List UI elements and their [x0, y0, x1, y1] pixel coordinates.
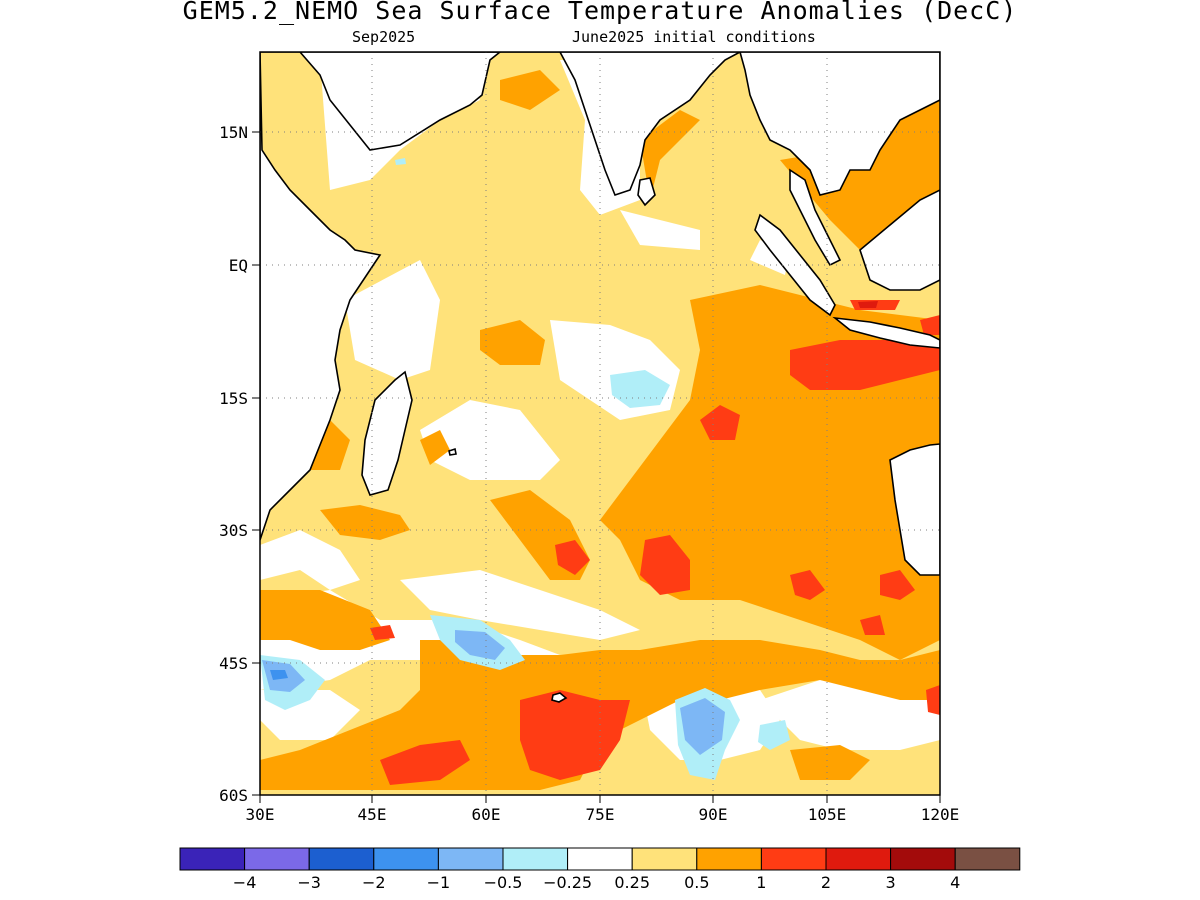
colorbar-label: 0.25	[614, 873, 650, 892]
lon-label: 90E	[699, 805, 728, 824]
australia-land	[889, 443, 940, 576]
subtitle-valid-month: Sep2025	[352, 28, 416, 46]
colorbar-label: 0.5	[684, 873, 709, 892]
colorbar-label: −0.25	[543, 873, 592, 892]
madagascar-land	[361, 370, 413, 496]
colorbar-swatch	[373, 847, 439, 871]
lon-label: 60E	[472, 805, 501, 824]
lat-label: 45S	[219, 654, 248, 673]
lon-label: 75E	[586, 805, 615, 824]
colorbar-label: −4	[233, 873, 257, 892]
lon-label: 105E	[808, 805, 847, 824]
land-masses	[260, 52, 940, 703]
colorbar-swatch	[567, 847, 633, 871]
colorbar-label: 4	[950, 873, 960, 892]
colorbar-label: −1	[427, 873, 451, 892]
lat-labels: 15N EQ 15S 30S 45S 60S	[219, 123, 248, 805]
colorbar-swatch	[308, 847, 375, 871]
lon-label: 30E	[246, 805, 275, 824]
colorbar-label: 2	[821, 873, 831, 892]
anomaly-positive-2	[858, 301, 878, 308]
colorbar-swatch	[825, 847, 892, 871]
kerguelen-island	[551, 692, 568, 703]
malay-peninsula-land	[789, 168, 842, 267]
colorbar-swatch	[437, 847, 504, 871]
lon-label: 120E	[921, 805, 960, 824]
lon-label: 45E	[358, 805, 387, 824]
lat-label: 15N	[219, 123, 248, 142]
colorbar-swatch	[760, 847, 827, 871]
colorbar-swatch	[179, 847, 246, 871]
lat-label: EQ	[229, 256, 248, 275]
colorbar-swatch	[890, 847, 956, 871]
colorbar-swatch	[631, 847, 698, 871]
anomaly-field	[260, 52, 940, 795]
mauritius-island	[448, 447, 457, 456]
lat-label: 60S	[219, 786, 248, 805]
tick-marks	[252, 131, 941, 803]
colorbar-swatch	[244, 847, 310, 871]
colorbar-label: −0.5	[484, 873, 523, 892]
lon-labels: 30E 45E 60E 75E 90E 105E 120E	[246, 805, 960, 824]
southeast-asia-land	[739, 52, 940, 196]
colorbar: −4 −3 −2 −1 −0.5 −0.25 0.25 0.5 1 2 3 4	[179, 847, 1021, 892]
map-title: GEM5.2_NEMO Sea Surface Temperature Anom…	[182, 0, 1018, 25]
anomaly-negative	[260, 158, 790, 780]
java-land	[832, 316, 940, 349]
colorbar-swatch	[954, 847, 1021, 871]
colorbar-swatch	[502, 847, 569, 871]
arabia-india-land	[470, 52, 741, 196]
subtitle-initial-conditions: June2025 initial conditions	[572, 28, 816, 46]
africa-arabia-land	[260, 52, 502, 541]
colorbar-swatch	[696, 847, 762, 871]
colorbar-label: 3	[886, 873, 896, 892]
lat-label: 30S	[219, 521, 248, 540]
colorbar-label: 1	[756, 873, 766, 892]
sri-lanka-land	[637, 177, 656, 207]
colorbar-label: −3	[297, 873, 321, 892]
lat-label: 15S	[219, 389, 248, 408]
colorbar-label: −2	[362, 873, 386, 892]
anomaly-positive-1	[370, 300, 940, 785]
